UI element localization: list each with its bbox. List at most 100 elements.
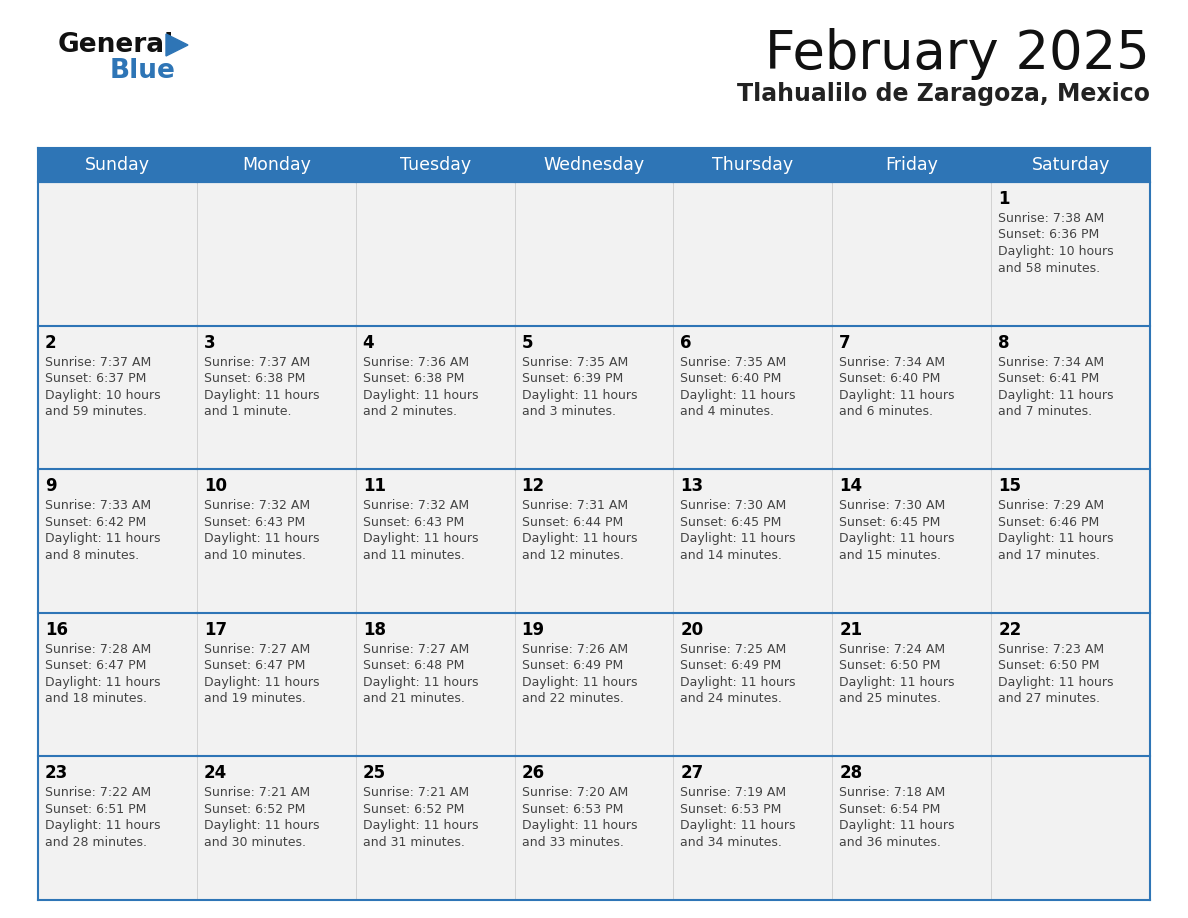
Text: 2: 2 — [45, 333, 57, 352]
Text: Daylight: 10 hours: Daylight: 10 hours — [998, 245, 1114, 258]
Text: and 31 minutes.: and 31 minutes. — [362, 836, 465, 849]
Text: and 22 minutes.: and 22 minutes. — [522, 692, 624, 705]
Text: 19: 19 — [522, 621, 544, 639]
Text: Sunrise: 7:26 AM: Sunrise: 7:26 AM — [522, 643, 627, 655]
Text: Monday: Monday — [242, 156, 311, 174]
Bar — [514, 182, 674, 326]
Text: Sunrise: 7:35 AM: Sunrise: 7:35 AM — [681, 355, 786, 369]
Text: Sunrise: 7:34 AM: Sunrise: 7:34 AM — [998, 355, 1105, 369]
Text: Daylight: 11 hours: Daylight: 11 hours — [998, 676, 1113, 688]
Bar — [991, 148, 1150, 182]
Bar — [197, 756, 355, 900]
Text: Daylight: 11 hours: Daylight: 11 hours — [522, 820, 637, 833]
Text: Saturday: Saturday — [1031, 156, 1110, 174]
Bar — [355, 613, 514, 756]
Bar — [197, 469, 355, 613]
Text: 17: 17 — [204, 621, 227, 639]
Text: 4: 4 — [362, 333, 374, 352]
Text: Sunrise: 7:30 AM: Sunrise: 7:30 AM — [681, 499, 786, 512]
Text: Tlahualilo de Zaragoza, Mexico: Tlahualilo de Zaragoza, Mexico — [737, 82, 1150, 106]
Text: Daylight: 11 hours: Daylight: 11 hours — [204, 388, 320, 401]
Bar — [38, 182, 197, 326]
Text: and 11 minutes.: and 11 minutes. — [362, 549, 465, 562]
Text: and 24 minutes.: and 24 minutes. — [681, 692, 783, 705]
Text: Sunset: 6:40 PM: Sunset: 6:40 PM — [839, 372, 941, 385]
Bar — [38, 148, 197, 182]
Text: Sunset: 6:45 PM: Sunset: 6:45 PM — [839, 516, 941, 529]
Bar — [355, 182, 514, 326]
Text: Sunrise: 7:38 AM: Sunrise: 7:38 AM — [998, 212, 1105, 225]
Text: Daylight: 11 hours: Daylight: 11 hours — [998, 388, 1113, 401]
Text: 15: 15 — [998, 477, 1022, 495]
Text: and 30 minutes.: and 30 minutes. — [204, 836, 305, 849]
Bar — [674, 182, 833, 326]
Text: and 2 minutes.: and 2 minutes. — [362, 405, 456, 418]
Text: 16: 16 — [45, 621, 68, 639]
Text: and 28 minutes.: and 28 minutes. — [45, 836, 147, 849]
Text: Sunset: 6:48 PM: Sunset: 6:48 PM — [362, 659, 465, 672]
Bar — [38, 469, 197, 613]
Text: 7: 7 — [839, 333, 851, 352]
Text: Daylight: 11 hours: Daylight: 11 hours — [839, 388, 955, 401]
Bar — [674, 326, 833, 469]
Text: and 10 minutes.: and 10 minutes. — [204, 549, 305, 562]
Text: Sunrise: 7:37 AM: Sunrise: 7:37 AM — [45, 355, 151, 369]
Bar — [197, 182, 355, 326]
Text: Sunrise: 7:29 AM: Sunrise: 7:29 AM — [998, 499, 1105, 512]
Text: Sunset: 6:52 PM: Sunset: 6:52 PM — [204, 803, 305, 816]
Text: Daylight: 11 hours: Daylight: 11 hours — [45, 676, 160, 688]
Text: Sunset: 6:52 PM: Sunset: 6:52 PM — [362, 803, 465, 816]
Bar — [514, 326, 674, 469]
Bar — [674, 613, 833, 756]
Text: and 19 minutes.: and 19 minutes. — [204, 692, 305, 705]
Bar — [514, 469, 674, 613]
Bar — [991, 613, 1150, 756]
Text: and 14 minutes.: and 14 minutes. — [681, 549, 783, 562]
Text: Sunset: 6:47 PM: Sunset: 6:47 PM — [45, 659, 146, 672]
Text: Daylight: 11 hours: Daylight: 11 hours — [681, 388, 796, 401]
Text: Daylight: 11 hours: Daylight: 11 hours — [45, 820, 160, 833]
Text: 6: 6 — [681, 333, 691, 352]
Bar — [833, 756, 991, 900]
Text: Daylight: 11 hours: Daylight: 11 hours — [839, 820, 955, 833]
Text: and 33 minutes.: and 33 minutes. — [522, 836, 624, 849]
Text: and 58 minutes.: and 58 minutes. — [998, 262, 1100, 274]
Bar — [514, 613, 674, 756]
Text: Sunrise: 7:21 AM: Sunrise: 7:21 AM — [204, 787, 310, 800]
Text: Daylight: 11 hours: Daylight: 11 hours — [204, 532, 320, 545]
Text: Daylight: 11 hours: Daylight: 11 hours — [204, 676, 320, 688]
Bar — [355, 326, 514, 469]
Bar — [991, 469, 1150, 613]
Text: 12: 12 — [522, 477, 544, 495]
Text: Daylight: 11 hours: Daylight: 11 hours — [998, 532, 1113, 545]
Text: and 7 minutes.: and 7 minutes. — [998, 405, 1092, 418]
Text: and 27 minutes.: and 27 minutes. — [998, 692, 1100, 705]
Text: 8: 8 — [998, 333, 1010, 352]
Text: Daylight: 11 hours: Daylight: 11 hours — [362, 820, 479, 833]
Text: Thursday: Thursday — [713, 156, 794, 174]
Text: Sunrise: 7:37 AM: Sunrise: 7:37 AM — [204, 355, 310, 369]
Bar — [197, 613, 355, 756]
Text: Daylight: 10 hours: Daylight: 10 hours — [45, 388, 160, 401]
Text: Sunrise: 7:30 AM: Sunrise: 7:30 AM — [839, 499, 946, 512]
Bar — [197, 326, 355, 469]
Text: Daylight: 11 hours: Daylight: 11 hours — [681, 532, 796, 545]
Text: and 25 minutes.: and 25 minutes. — [839, 692, 941, 705]
Bar — [674, 148, 833, 182]
Text: 25: 25 — [362, 765, 386, 782]
Text: 23: 23 — [45, 765, 68, 782]
Text: Sunrise: 7:20 AM: Sunrise: 7:20 AM — [522, 787, 627, 800]
Text: 10: 10 — [204, 477, 227, 495]
Text: 21: 21 — [839, 621, 862, 639]
Text: and 6 minutes.: and 6 minutes. — [839, 405, 934, 418]
Text: Sunrise: 7:27 AM: Sunrise: 7:27 AM — [362, 643, 469, 655]
Bar — [833, 326, 991, 469]
Text: Daylight: 11 hours: Daylight: 11 hours — [522, 676, 637, 688]
Bar — [38, 326, 197, 469]
Text: 13: 13 — [681, 477, 703, 495]
Bar — [355, 756, 514, 900]
Text: Wednesday: Wednesday — [543, 156, 645, 174]
Text: and 3 minutes.: and 3 minutes. — [522, 405, 615, 418]
Text: Daylight: 11 hours: Daylight: 11 hours — [45, 532, 160, 545]
Text: Sunset: 6:40 PM: Sunset: 6:40 PM — [681, 372, 782, 385]
